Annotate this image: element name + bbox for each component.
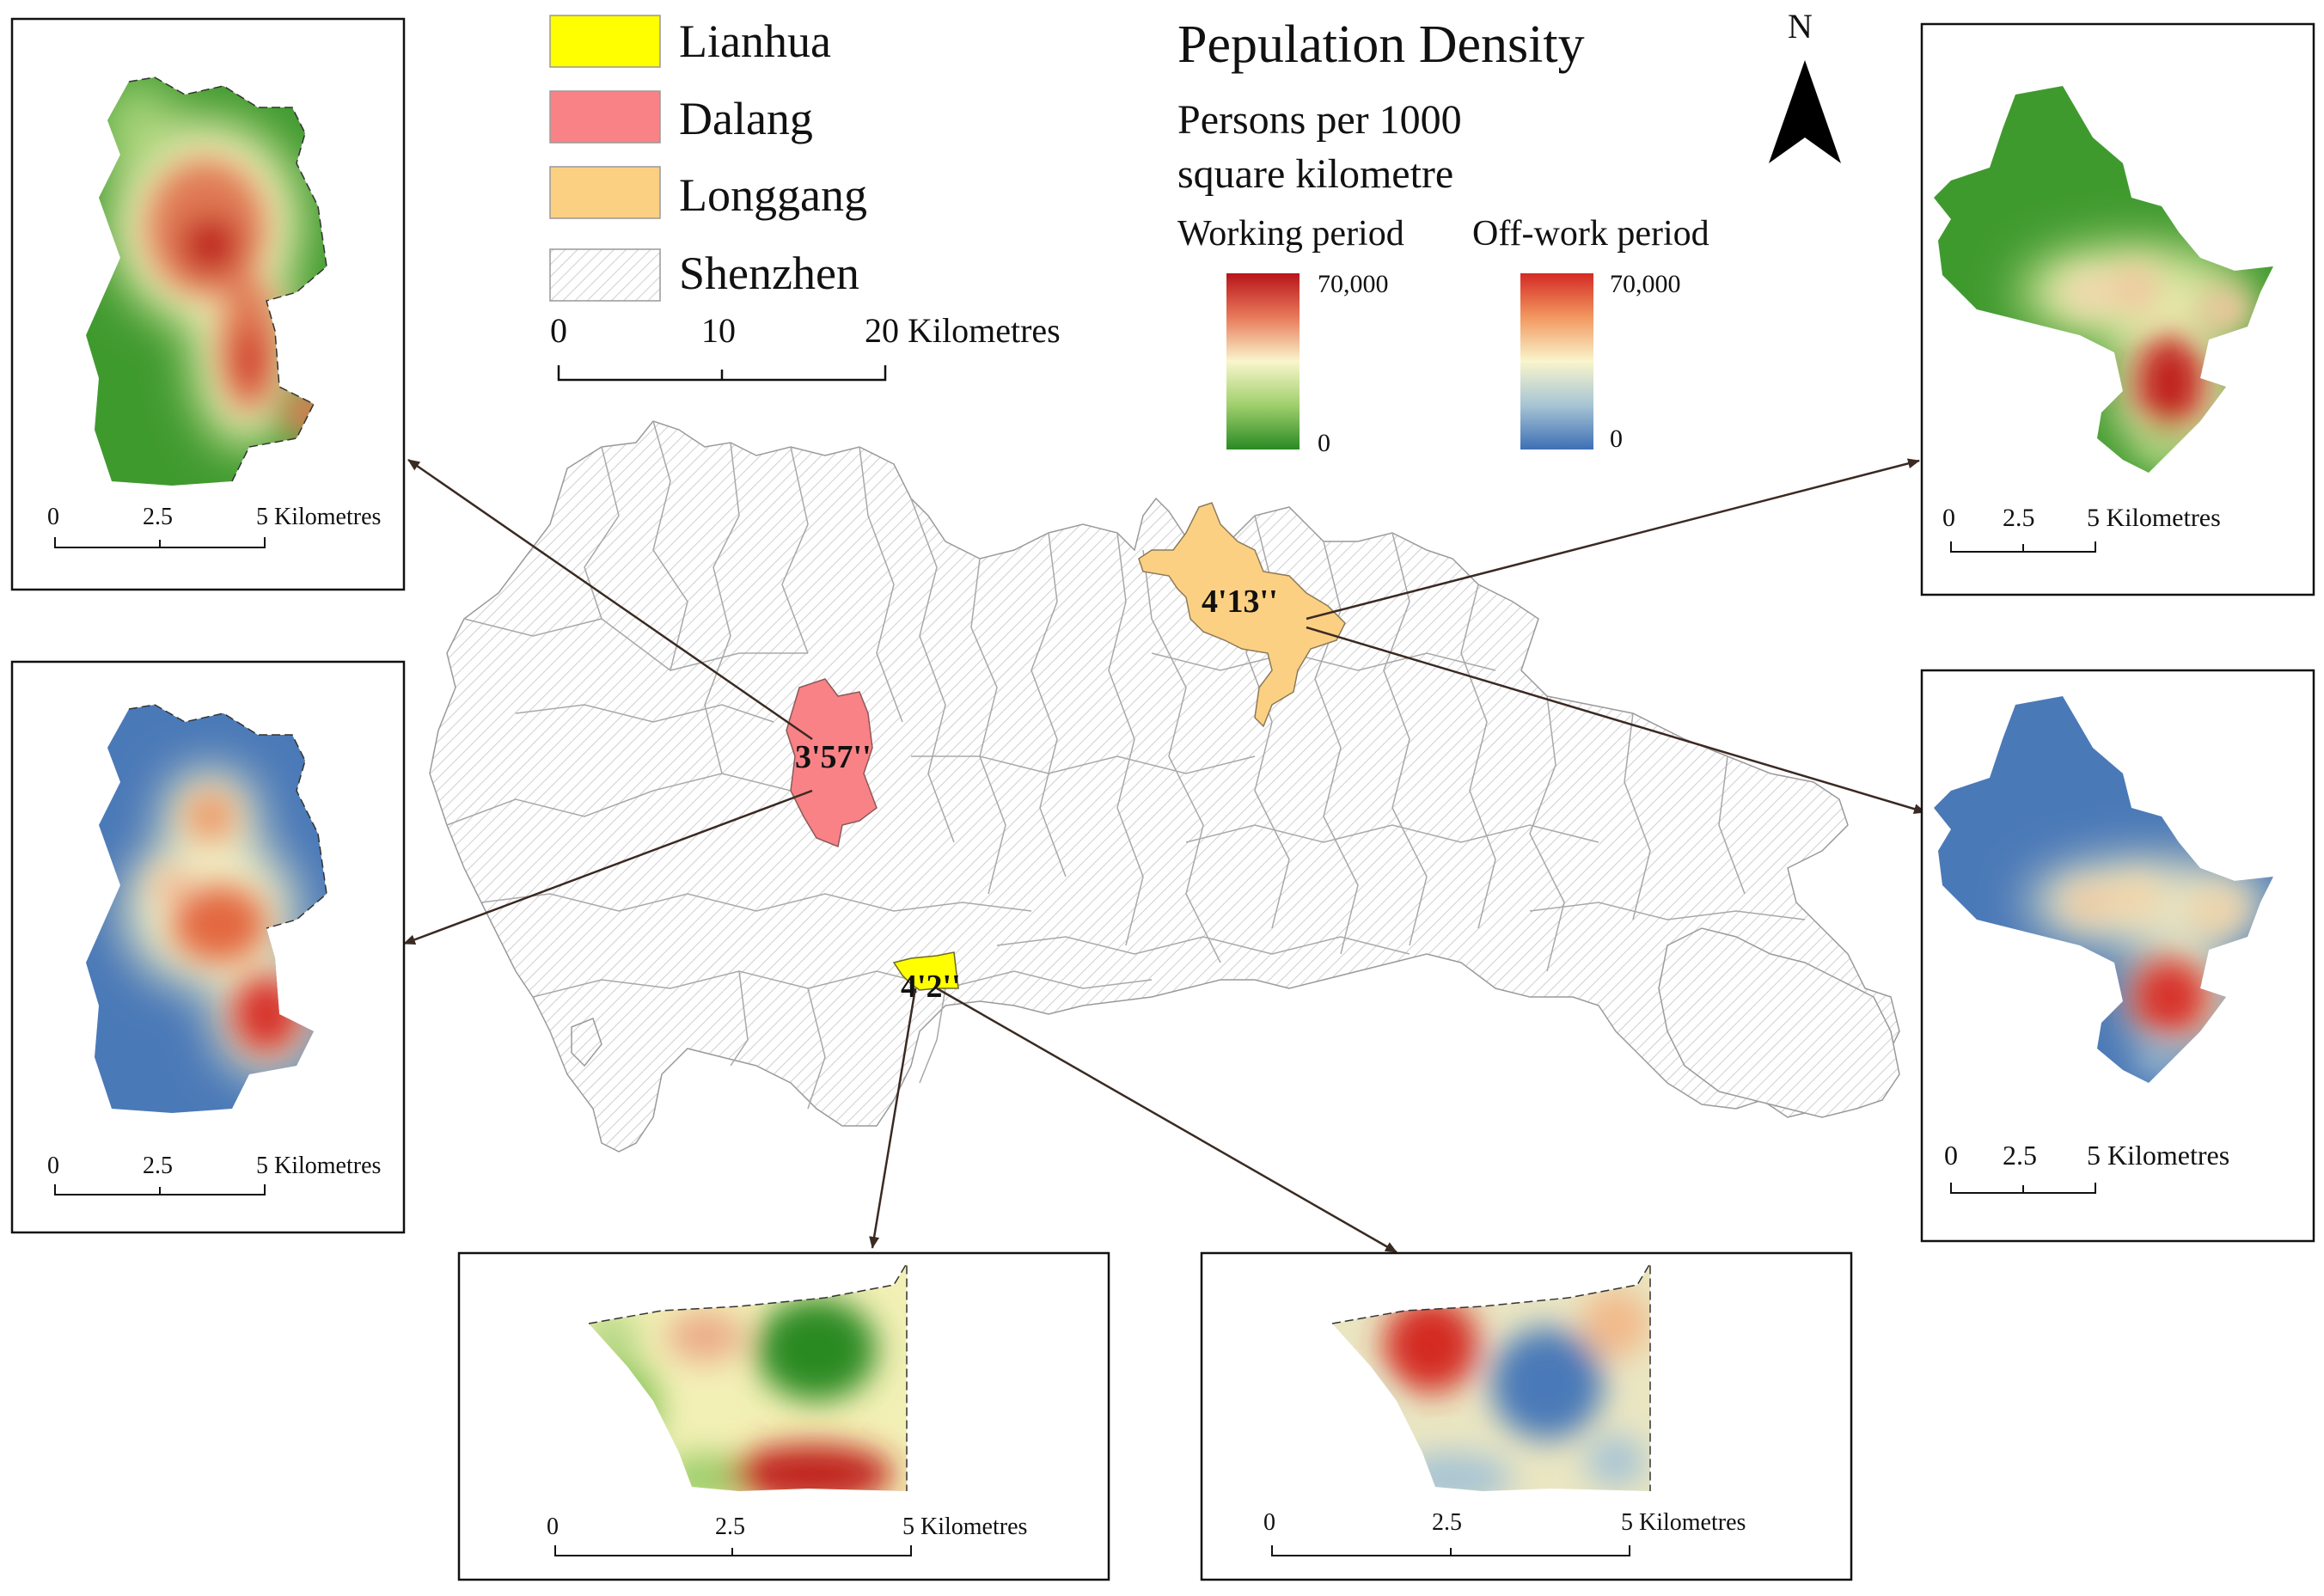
density-subtitle-1: Persons per 1000	[1177, 97, 1462, 143]
working-period-label: Working period	[1177, 214, 1404, 254]
density-legend: Pepulation Density Persons per 1000 squa…	[1177, 15, 1709, 457]
legend-swatch-dalang	[549, 90, 661, 144]
north-label: N	[1788, 7, 1813, 46]
inset-scale-2-5: 2.5	[143, 1153, 173, 1179]
working-min-label: 0	[1318, 429, 1330, 457]
inset-scale-0: 0	[47, 504, 59, 530]
legend-label-shenzhen: Shenzhen	[679, 248, 859, 299]
inset-scale-bar: 0 2.5 5 Kilometres	[47, 504, 381, 548]
main-scale-tick-10: 10	[701, 311, 736, 350]
inset-scale-5: 5 Kilometres	[2087, 1140, 2229, 1171]
working-max-label: 70,000	[1318, 270, 1389, 298]
inset-scale-0: 0	[547, 1513, 559, 1540]
inset-scale-bar: 0 2.5 5 Kilometres	[1944, 1140, 2229, 1194]
connector-arrows	[403, 458, 1926, 1254]
offwork-max-label: 70,000	[1610, 270, 1681, 298]
arrow-lianhua-work	[869, 988, 917, 1249]
north-arrow-icon	[1769, 60, 1841, 163]
working-color-ramp	[1226, 273, 1300, 449]
legend-label-dalang: Dalang	[679, 93, 813, 144]
inset-scale-bar: 0 2.5 5 Kilometres	[1942, 504, 2221, 553]
arrow-dalang-work	[407, 458, 813, 741]
inset-dalang-offwork: 0 2.5 5 Kilometres	[10, 660, 406, 1234]
inset-scale-2-5: 2.5	[1432, 1509, 1462, 1536]
inset-scale-bar: 0 2.5 5 Kilometres	[547, 1513, 1027, 1556]
offwork-period-label: Off-work period	[1472, 214, 1709, 254]
arrow-longgang-work	[1306, 458, 1920, 621]
longgang-district[interactable]: 4'13''	[1138, 502, 1346, 728]
arrow-lianhua-off	[936, 987, 1397, 1254]
north-arrow: N	[1769, 7, 1841, 163]
arrow-longgang-off	[1306, 626, 1926, 815]
longgang-time-label: 4'13''	[1202, 584, 1278, 620]
inset-scale-2-5: 2.5	[143, 504, 173, 530]
arrow-dalang-off	[403, 789, 813, 945]
legend-label-longgang: Longgang	[679, 169, 867, 221]
legend-label-lianhua: Lianhua	[679, 15, 831, 67]
legend-swatch-longgang	[549, 166, 661, 219]
main-scale-bar: 0 10 20 Kilometres	[550, 311, 1061, 382]
lianhua-district[interactable]: 4'2''	[892, 951, 961, 1005]
inset-scale-2-5: 2.5	[715, 1513, 745, 1540]
inset-scale-0: 0	[1942, 504, 1955, 532]
inset-scale-5: 5 Kilometres	[256, 504, 381, 530]
inset-scale-5: 5 Kilometres	[1621, 1509, 1746, 1536]
inset-lianhua-working: 0 2.5 5 Kilometres	[457, 1251, 1110, 1581]
district-legend: Lianhua Dalang Longgang Shenzhen 0 10 20…	[549, 15, 1061, 382]
dalang-time-label: 3'57''	[795, 739, 872, 775]
main-scale-tick-20: 20 Kilometres	[865, 311, 1061, 350]
inset-scale-2-5: 2.5	[2003, 504, 2035, 532]
dalang-district[interactable]: 3'57''	[786, 678, 878, 848]
inset-scale-0: 0	[47, 1153, 59, 1179]
inset-longgang-working: 0 2.5 5 Kilometres	[1920, 22, 2315, 596]
main-scale-tick-0: 0	[550, 311, 567, 350]
inset-scale-5: 5 Kilometres	[902, 1513, 1027, 1540]
inset-scale-5: 5 Kilometres	[256, 1153, 381, 1179]
inset-scale-2-5: 2.5	[2003, 1140, 2037, 1171]
shenzhen-basemap	[429, 420, 1900, 1153]
density-subtitle-2: square kilometre	[1177, 151, 1453, 197]
offwork-min-label: 0	[1610, 425, 1623, 453]
inset-longgang-offwork: 0 2.5 5 Kilometres	[1920, 669, 2315, 1243]
lianhua-time-label: 4'2''	[901, 969, 961, 1005]
inset-scale-bar: 0 2.5 5 Kilometres	[1263, 1509, 1746, 1556]
density-title: Pepulation Density	[1177, 15, 1585, 74]
inset-scale-bar: 0 2.5 5 Kilometres	[47, 1153, 381, 1195]
inset-lianhua-offwork: 0 2.5 5 Kilometres	[1200, 1251, 1853, 1581]
legend-swatch-lianhua	[549, 15, 661, 68]
inset-scale-0: 0	[1944, 1140, 1958, 1171]
offwork-color-ramp	[1520, 273, 1593, 449]
inset-scale-5: 5 Kilometres	[2087, 504, 2221, 532]
legend-swatch-shenzhen	[549, 248, 661, 302]
inset-scale-0: 0	[1263, 1509, 1275, 1536]
inset-dalang-working: 0 2.5 5 Kilometres	[10, 17, 406, 591]
